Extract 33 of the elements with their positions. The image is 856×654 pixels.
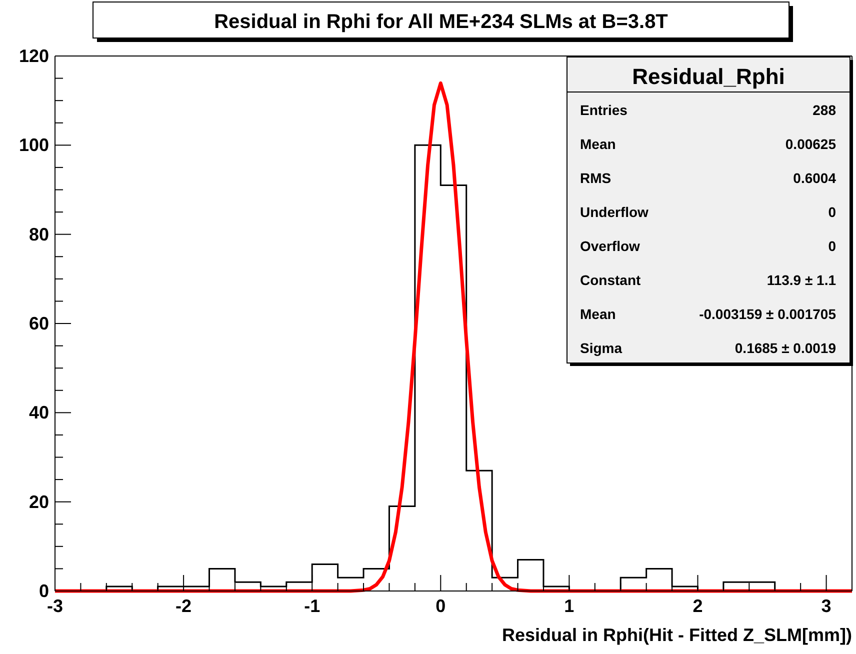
annotation: Residual_Rphi: [632, 64, 785, 89]
annotation: Mean: [580, 306, 616, 322]
y-tick-label: 100: [18, 135, 49, 156]
y-tick-label: 0: [38, 581, 49, 601]
annotation: 0: [828, 238, 836, 254]
annotation: 0.6004: [793, 170, 836, 186]
y-tick-label: 80: [28, 224, 49, 244]
annotation: Sigma: [580, 340, 622, 356]
y-tick-label: 60: [28, 314, 49, 334]
y-tick-label: 20: [28, 492, 49, 512]
x-tick-label: 2: [692, 596, 703, 616]
annotation: RMS: [580, 170, 612, 186]
annotation: Overflow: [580, 238, 640, 254]
x-tick-label: -2: [176, 596, 192, 616]
x-tick-label: -1: [304, 596, 320, 616]
annotation: Constant: [580, 272, 641, 288]
x-tick-label: 3: [821, 596, 832, 616]
annotation: 0.1685 ± 0.0019: [734, 340, 836, 356]
chart-title: Residual in Rphi for All ME+234 SLMs at B=3.8T: [214, 11, 668, 33]
annotation: -0.003159 ± 0.001705: [699, 306, 836, 322]
y-tick-label: 40: [28, 402, 49, 423]
x-tick-label: 0: [436, 596, 446, 616]
annotation: Underflow: [580, 204, 649, 220]
annotation: 288: [812, 102, 836, 118]
annotation: Mean: [580, 136, 616, 152]
x-tick-label: 1: [564, 596, 574, 616]
annotation: 113.9 ± 1.1: [766, 272, 836, 288]
x-axis-title: Residual in Rphi(Hit - Fitted Z_SLM[mm]): [502, 625, 852, 645]
y-tick-label: 120: [18, 46, 49, 66]
x-tick-label: -3: [46, 596, 64, 616]
annotation: Entries: [580, 102, 628, 118]
annotation: 0.00625: [785, 136, 836, 152]
annotation: 0: [828, 204, 836, 220]
